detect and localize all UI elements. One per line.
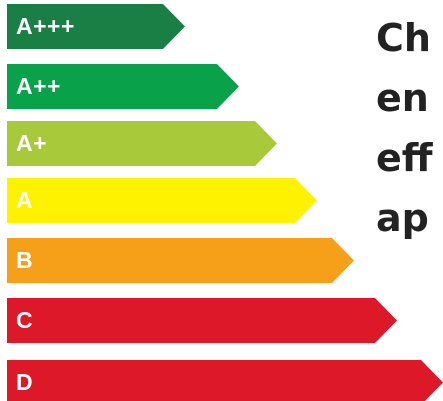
rating-label: B — [16, 238, 33, 283]
rating-arrow-shape — [7, 298, 397, 343]
rating-arrow-shape — [7, 360, 443, 401]
rating-label: A+++ — [16, 4, 75, 49]
rating-label: A — [16, 178, 33, 223]
rating-bar-a-plus-plus-plus: A+++ — [7, 4, 185, 49]
rating-arrow-shape — [7, 121, 277, 166]
headline-text: Ch en eff ap — [376, 8, 443, 248]
rating-arrow-shape — [7, 238, 354, 283]
rating-bar-c: C — [7, 298, 397, 343]
rating-label: A+ — [16, 121, 47, 166]
rating-label: D — [16, 360, 33, 401]
headline-line: Ch — [376, 8, 443, 68]
rating-bar-a-plus: A+ — [7, 121, 277, 166]
rating-bar-a: A — [7, 178, 317, 223]
rating-bar-a-plus-plus: A++ — [7, 64, 239, 109]
rating-label: A++ — [16, 64, 61, 109]
rating-label: C — [16, 298, 33, 343]
rating-bar-d: D — [7, 360, 443, 401]
rating-arrow-shape — [7, 178, 317, 223]
headline-line: eff — [376, 128, 443, 188]
rating-bar-b: B — [7, 238, 354, 283]
headline-line: en — [376, 68, 443, 128]
headline-line: ap — [376, 188, 443, 248]
